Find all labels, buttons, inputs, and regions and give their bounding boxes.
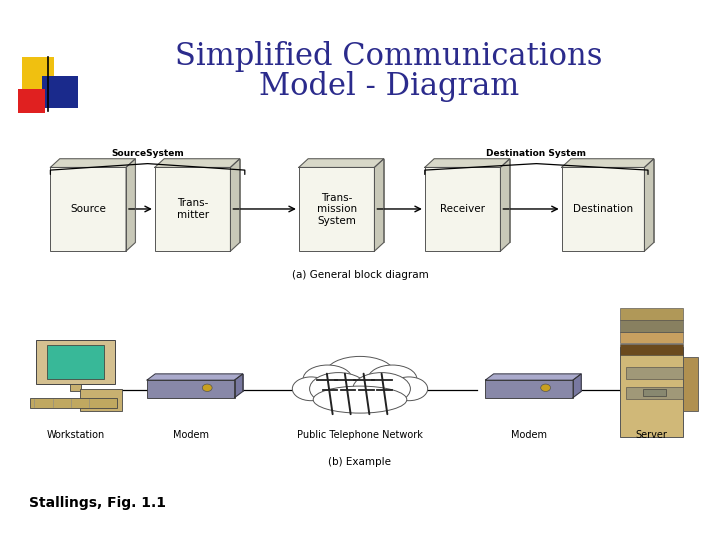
FancyBboxPatch shape: [494, 374, 581, 391]
Text: Public Telephone Network: Public Telephone Network: [297, 430, 423, 440]
Circle shape: [541, 384, 551, 392]
Polygon shape: [500, 159, 510, 251]
Text: Stallings, Fig. 1.1: Stallings, Fig. 1.1: [29, 496, 166, 510]
FancyBboxPatch shape: [485, 380, 573, 397]
FancyBboxPatch shape: [620, 347, 683, 437]
FancyBboxPatch shape: [626, 367, 683, 379]
FancyBboxPatch shape: [155, 167, 230, 251]
Polygon shape: [126, 159, 135, 251]
Text: Modem: Modem: [511, 430, 547, 440]
FancyBboxPatch shape: [70, 384, 81, 391]
Text: Server: Server: [636, 430, 667, 440]
FancyBboxPatch shape: [643, 389, 666, 396]
FancyBboxPatch shape: [22, 57, 54, 89]
Text: Modem: Modem: [173, 430, 209, 440]
Polygon shape: [485, 374, 581, 380]
Polygon shape: [299, 159, 384, 167]
Text: Destination: Destination: [573, 204, 633, 214]
Text: Trans-
mission
System: Trans- mission System: [317, 193, 356, 226]
FancyBboxPatch shape: [164, 159, 240, 242]
Circle shape: [202, 384, 212, 392]
Polygon shape: [230, 159, 240, 251]
Polygon shape: [425, 159, 510, 167]
Text: (a) General block diagram: (a) General block diagram: [292, 271, 428, 280]
FancyBboxPatch shape: [60, 159, 135, 242]
FancyBboxPatch shape: [425, 167, 500, 251]
Text: Workstation: Workstation: [47, 430, 104, 440]
Ellipse shape: [325, 356, 395, 391]
Text: (b) Example: (b) Example: [328, 457, 392, 467]
Ellipse shape: [310, 373, 367, 405]
FancyBboxPatch shape: [80, 389, 122, 411]
FancyBboxPatch shape: [30, 399, 117, 408]
Text: Source: Source: [71, 204, 106, 214]
Text: Destination System: Destination System: [487, 149, 586, 158]
Polygon shape: [235, 374, 243, 397]
FancyBboxPatch shape: [571, 159, 654, 242]
FancyBboxPatch shape: [147, 380, 235, 397]
FancyBboxPatch shape: [50, 167, 126, 251]
Ellipse shape: [313, 386, 407, 413]
Ellipse shape: [353, 373, 410, 405]
Polygon shape: [147, 374, 243, 380]
FancyBboxPatch shape: [308, 159, 384, 242]
FancyBboxPatch shape: [18, 89, 45, 113]
FancyBboxPatch shape: [620, 332, 683, 343]
Text: Trans-
mitter: Trans- mitter: [176, 198, 209, 220]
Ellipse shape: [390, 377, 428, 401]
Text: Simplified Communications: Simplified Communications: [175, 41, 603, 72]
Polygon shape: [573, 374, 581, 397]
FancyBboxPatch shape: [620, 308, 683, 320]
Ellipse shape: [368, 365, 417, 393]
FancyBboxPatch shape: [626, 387, 683, 399]
FancyBboxPatch shape: [434, 159, 510, 242]
Polygon shape: [644, 159, 654, 251]
Polygon shape: [155, 159, 240, 167]
FancyBboxPatch shape: [42, 76, 78, 108]
Polygon shape: [50, 159, 135, 167]
FancyBboxPatch shape: [683, 357, 698, 411]
FancyBboxPatch shape: [299, 167, 374, 251]
FancyBboxPatch shape: [47, 345, 104, 379]
Polygon shape: [374, 159, 384, 251]
Text: Receiver: Receiver: [440, 204, 485, 214]
FancyBboxPatch shape: [37, 340, 114, 384]
Text: SourceSystem: SourceSystem: [111, 149, 184, 158]
FancyBboxPatch shape: [156, 374, 243, 391]
Ellipse shape: [303, 365, 352, 393]
FancyBboxPatch shape: [620, 344, 683, 355]
Text: Model - Diagram: Model - Diagram: [258, 71, 519, 102]
Ellipse shape: [292, 377, 330, 401]
FancyBboxPatch shape: [562, 167, 644, 251]
Polygon shape: [562, 159, 654, 167]
FancyBboxPatch shape: [620, 320, 683, 332]
